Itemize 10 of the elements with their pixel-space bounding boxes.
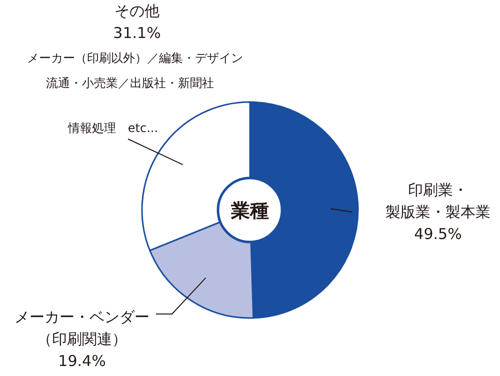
slice-label: メーカー・ベンダー（印刷関連） — [14, 308, 150, 348]
text: 業種 — [230, 200, 269, 222]
text: メーカー（印刷以外）／編集・デザイン — [27, 51, 243, 65]
text: 情報処理 etc... — [66, 121, 158, 135]
slice-label: 印刷業・製版業・製本業 — [386, 181, 490, 221]
data-label: 31.1% — [113, 24, 161, 42]
data-label: 19.4% — [58, 352, 106, 370]
data-label: 49.5% — [414, 225, 462, 243]
slice-label: その他 — [114, 2, 160, 20]
text: 流通・小売業／出版社・新聞社 — [46, 76, 214, 90]
